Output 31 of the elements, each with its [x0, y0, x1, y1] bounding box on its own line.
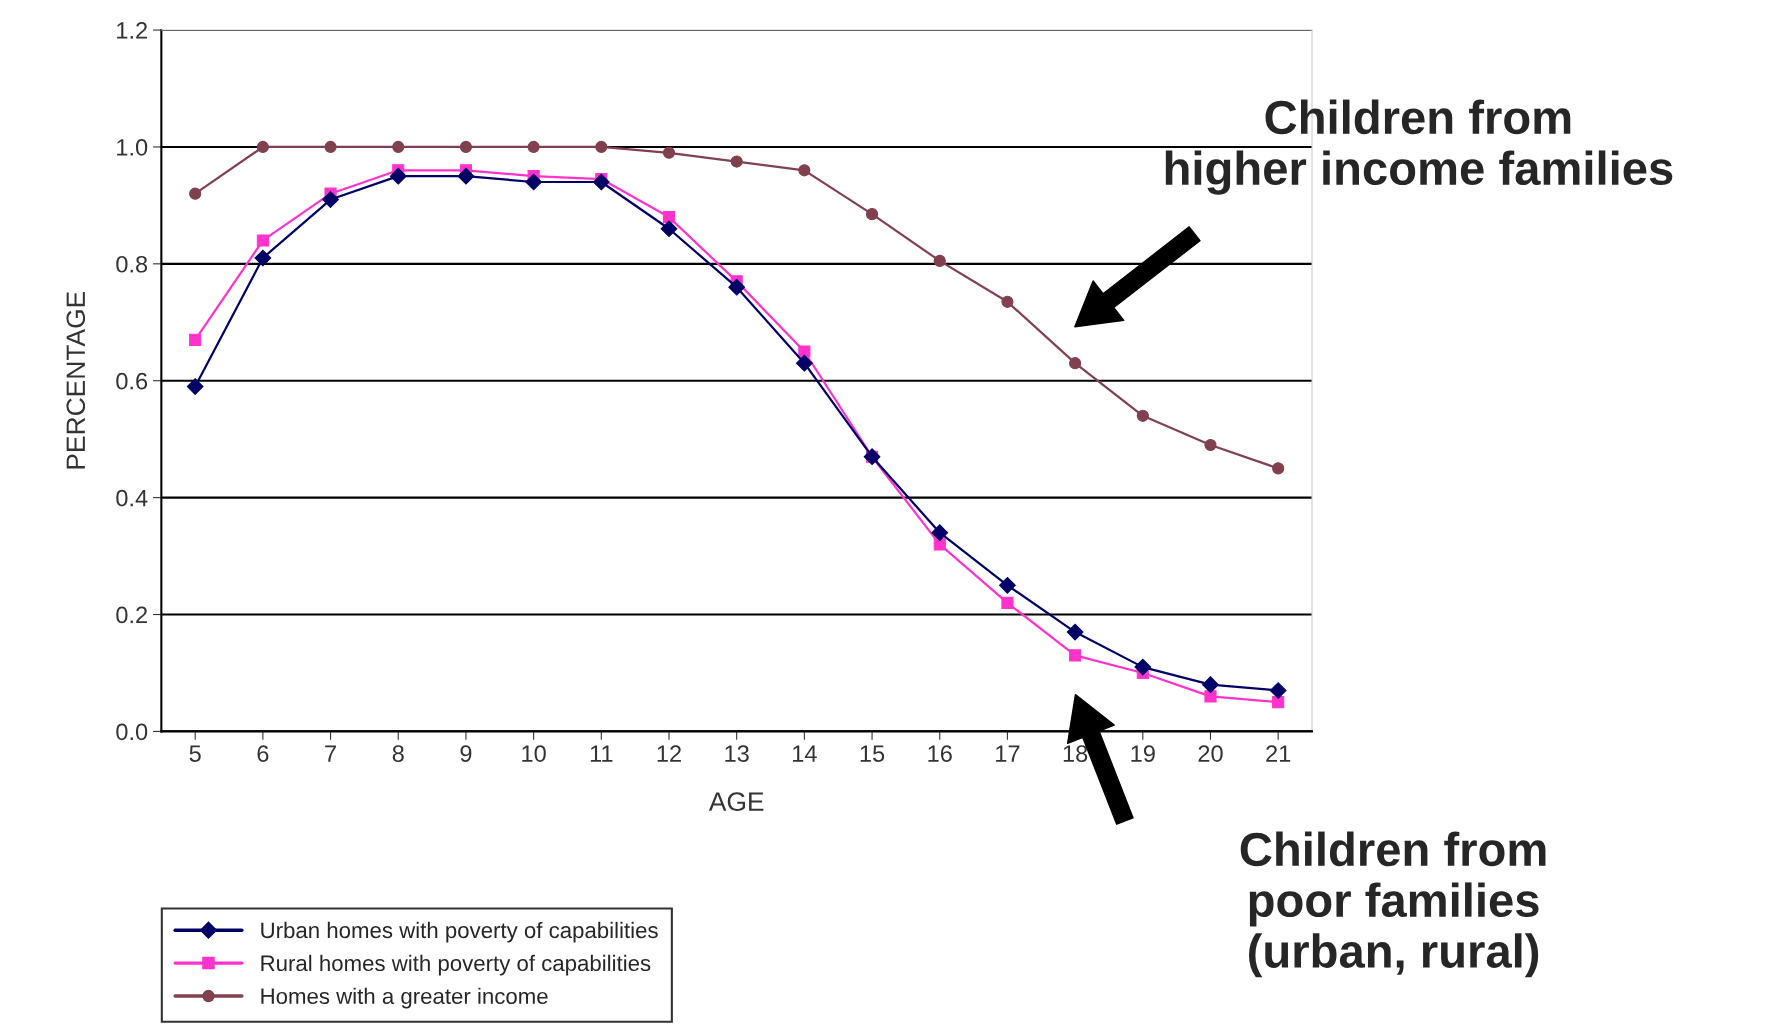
- legend-label: Urban homes with poverty of capabilities: [261, 921, 658, 943]
- legend-label: Rural homes with poverty of capabilities: [261, 954, 651, 976]
- x-tick-label: 14: [793, 745, 817, 762]
- y-tick-label: 0.0: [116, 723, 148, 741]
- y-tick-label: 1.0: [117, 139, 148, 156]
- annotation: Children from higher income families: [1165, 99, 1673, 195]
- y-tick-label: 0.2: [116, 606, 147, 624]
- x-tick-label: 18: [1063, 745, 1088, 762]
- x-tick-label: 9: [460, 745, 472, 762]
- y-tick-label: 1.2: [117, 22, 147, 39]
- x-tick-label: 16: [928, 745, 952, 762]
- text: Children from poor families (urban, rural): [1240, 831, 1546, 978]
- x-tick-label: 8: [392, 745, 404, 762]
- y-tick-label: 0.6: [116, 372, 148, 390]
- x-tick-label: 17: [996, 745, 1020, 762]
- x-tick-label: 20: [1198, 745, 1223, 762]
- x-tick-label: 21: [1266, 745, 1291, 762]
- x-tick-label: 13: [725, 745, 749, 762]
- x-tick-label: 10: [522, 745, 546, 762]
- x-axis-title: AGE: [708, 792, 764, 811]
- y-tick-label: 0.4: [116, 489, 148, 507]
- legend-label: Homes with a greater income: [261, 987, 548, 1009]
- x-tick-label: 5: [189, 745, 201, 762]
- x-tick-label: 19: [1131, 745, 1155, 762]
- x-tick-label: 11: [590, 745, 613, 762]
- x-tick-label: 15: [860, 745, 885, 762]
- x-tick-label: 6: [257, 745, 269, 762]
- y-tick-label: 0.8: [116, 255, 148, 273]
- y-axis-title: PERCENTAGE: [66, 291, 86, 469]
- x-tick-label: 12: [657, 745, 681, 762]
- x-tick-label: 7: [325, 745, 336, 762]
